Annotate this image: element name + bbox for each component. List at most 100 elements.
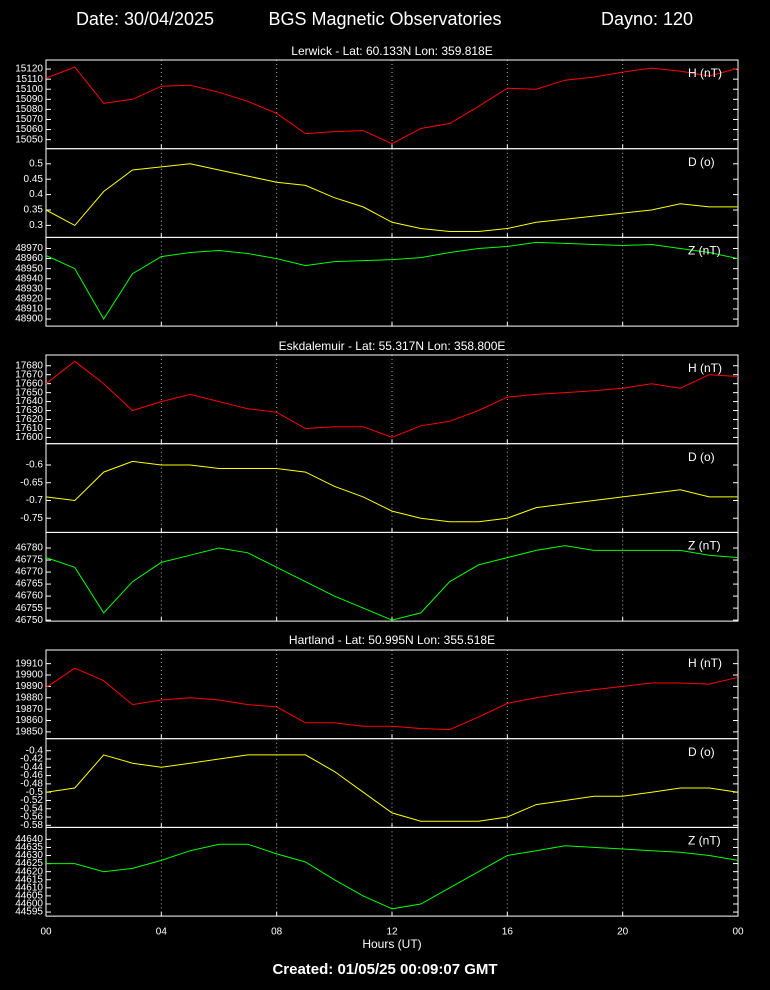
y-tick-label: 15100: [15, 84, 43, 95]
y-tick-label: 19900: [15, 670, 43, 681]
x-tick-label: 04: [156, 927, 168, 938]
series-label: D (o): [688, 155, 715, 169]
y-tick-label: 48960: [15, 253, 43, 264]
station-title: Hartland - Lat: 50.995N Lon: 355.518E: [289, 633, 495, 647]
y-tick-label: 17630: [15, 405, 43, 416]
date: Date: 30/04/2025: [76, 9, 214, 29]
x-axis-label: Hours (UT): [362, 937, 421, 951]
y-tick-label: 48970: [15, 243, 43, 254]
y-tick-label: -0.6: [26, 460, 44, 471]
y-tick-label: -0.75: [20, 513, 43, 524]
x-tick-label: 12: [386, 927, 398, 938]
y-tick-label: 0.5: [29, 158, 43, 169]
y-tick-label: 19850: [15, 727, 43, 738]
y-tick-label: 17620: [15, 414, 43, 425]
y-tick-label: -0.48: [20, 779, 43, 790]
y-tick-label: 17610: [15, 423, 43, 434]
series-label: Z (nT): [688, 539, 721, 553]
series-label: H (nT): [688, 656, 722, 670]
panel-frame: [45, 236, 739, 327]
y-tick-label: 46770: [15, 567, 43, 578]
y-tick-label: -0.52: [20, 795, 43, 806]
y-tick-label: 48950: [15, 263, 43, 274]
data-line: [45, 66, 739, 145]
data-line: [45, 460, 738, 523]
y-tick-label: 17600: [15, 432, 43, 443]
y-tick-label: 44615: [15, 874, 43, 885]
y-tick-label: 44595: [15, 907, 43, 918]
y-tick-label: 17650: [15, 387, 43, 398]
y-tick-label: -0.4: [26, 745, 44, 756]
panel-frame: [45, 531, 739, 622]
y-tick-label: 44625: [15, 858, 43, 869]
y-tick-label: 44620: [15, 866, 43, 877]
x-tick-label: 20: [617, 927, 629, 938]
dayno: Dayno: 120: [601, 9, 693, 29]
panel-frame: [45, 826, 739, 917]
y-tick-label: 46750: [15, 615, 43, 626]
y-tick-label: 15050: [15, 134, 43, 145]
y-tick-label: 17680: [15, 360, 43, 371]
y-tick-label: 17640: [15, 396, 43, 407]
data-line: [45, 545, 739, 621]
series-label: Z (nT): [688, 244, 721, 258]
y-tick-label: 15090: [15, 94, 43, 105]
x-tick-label: 16: [502, 927, 514, 938]
y-tick-label: -0.7: [26, 495, 44, 506]
y-tick-label: -0.46: [20, 770, 43, 781]
series-label: D (o): [688, 745, 715, 759]
y-tick-label: 44630: [15, 850, 43, 861]
y-tick-label: -0.44: [20, 762, 43, 773]
y-tick-label: 46765: [15, 579, 43, 590]
station-title: Eskdalemuir - Lat: 55.317N Lon: 358.800E: [279, 339, 506, 353]
y-tick-label: 48900: [15, 314, 43, 325]
y-tick-label: -0.5: [26, 787, 44, 798]
y-tick-label: 46780: [15, 543, 43, 554]
data-line: [46, 843, 739, 910]
y-tick-label: 19890: [15, 681, 43, 692]
y-tick-label: 48920: [15, 294, 43, 305]
y-tick-label: 15120: [15, 64, 43, 75]
y-tick-label: 44635: [15, 842, 43, 853]
y-tick-label: 17670: [15, 369, 43, 380]
y-tick-label: -0.65: [20, 477, 43, 488]
y-tick-label: 48930: [15, 283, 43, 294]
y-tick-label: 0.4: [29, 189, 43, 200]
series-label: H (nT): [688, 66, 722, 80]
footer: Created: 01/05/25 00:09:07 GMT: [272, 961, 497, 978]
station-title: Lerwick - Lat: 60.133N Lon: 359.818E: [291, 44, 492, 58]
y-tick-label: 0.3: [29, 220, 43, 231]
y-tick-label: -0.56: [20, 812, 43, 823]
y-tick-label: 15060: [15, 124, 43, 135]
x-tick-label: 00: [40, 927, 52, 938]
y-tick-label: 48940: [15, 273, 43, 284]
series-label: D (o): [688, 450, 715, 464]
y-tick-label: 0.45: [24, 174, 44, 185]
y-tick-label: 44610: [15, 882, 43, 893]
y-tick-label: -0.54: [20, 803, 43, 814]
data-line: [45, 241, 739, 320]
y-tick-label: 15070: [15, 114, 43, 125]
y-tick-label: 15110: [16, 74, 44, 85]
y-tick-label: 19880: [15, 692, 43, 703]
y-tick-label: 44605: [15, 891, 43, 902]
y-tick-label: 15080: [15, 104, 43, 115]
y-tick-label: 48910: [15, 304, 43, 315]
x-tick-label: 00: [732, 927, 744, 938]
y-tick-label: -0.58: [20, 820, 43, 831]
y-tick-label: 17660: [15, 378, 43, 389]
data-line: [45, 754, 739, 822]
y-tick-label: 0.35: [24, 205, 44, 216]
data-line: [45, 163, 738, 232]
series-label: Z (nT): [688, 834, 721, 848]
y-tick-label: 19860: [15, 715, 43, 726]
x-tick-label: 08: [271, 927, 283, 938]
data-line: [45, 667, 739, 731]
y-tick-label: -0.42: [20, 754, 43, 765]
y-tick-label: 19910: [15, 658, 43, 669]
y-tick-label: 46760: [15, 591, 43, 602]
y-tick-label: 44640: [15, 834, 43, 845]
series-label: H (nT): [688, 361, 722, 375]
y-tick-label: 46755: [15, 603, 43, 614]
